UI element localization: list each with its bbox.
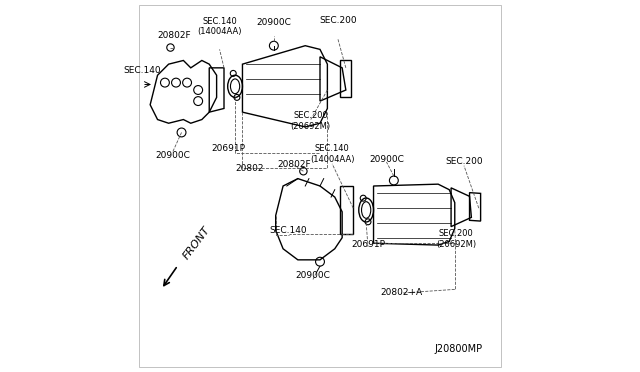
Text: 20900C: 20900C xyxy=(369,155,404,164)
Text: 20900C: 20900C xyxy=(295,271,330,280)
Text: J20800MP: J20800MP xyxy=(435,344,483,354)
Text: 20802: 20802 xyxy=(236,164,264,173)
Text: 20802F: 20802F xyxy=(157,31,191,40)
Text: 20900C: 20900C xyxy=(155,151,189,160)
Text: SEC.140
(14004AA): SEC.140 (14004AA) xyxy=(310,144,355,164)
Text: SEC.140
(14004AA): SEC.140 (14004AA) xyxy=(197,17,242,36)
Text: SEC.140: SEC.140 xyxy=(124,66,161,75)
Text: 20691P: 20691P xyxy=(212,144,246,153)
Text: 20802F: 20802F xyxy=(277,160,311,169)
Text: SEC.200
(20692M): SEC.200 (20692M) xyxy=(436,230,476,249)
Text: FRONT: FRONT xyxy=(182,225,212,262)
Text: SEC.200
(20692M): SEC.200 (20692M) xyxy=(291,111,331,131)
Text: 20900C: 20900C xyxy=(257,18,291,27)
Text: SEC.200: SEC.200 xyxy=(319,16,356,25)
Text: 20691P: 20691P xyxy=(351,240,385,249)
Text: 20802+A: 20802+A xyxy=(380,288,422,297)
Text: SEC.140: SEC.140 xyxy=(270,226,307,235)
Text: SEC.200: SEC.200 xyxy=(445,157,483,166)
